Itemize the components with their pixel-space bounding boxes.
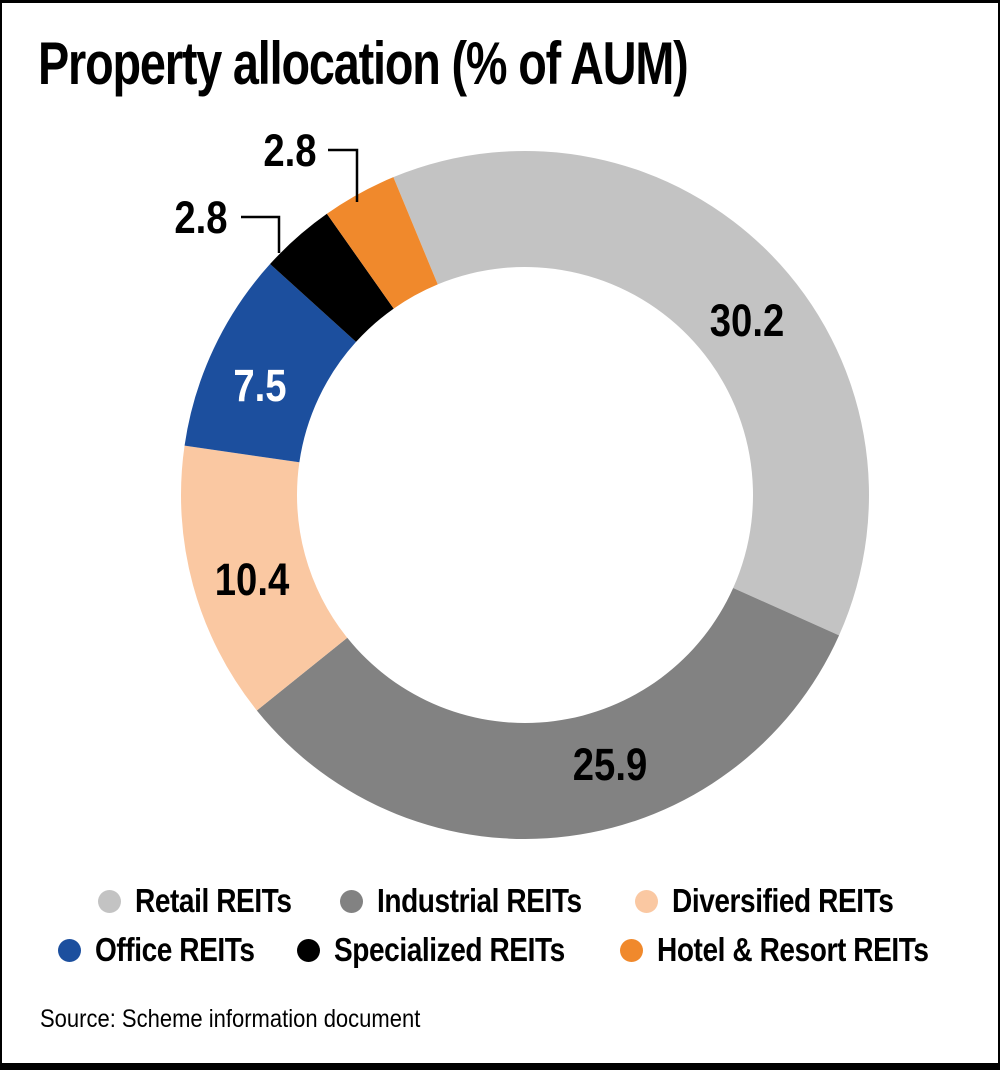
leader-line-hotel-resort-reits xyxy=(328,148,359,202)
legend-dot-industrial-reits xyxy=(340,889,363,913)
donut-chart xyxy=(180,148,870,839)
legend-label-industrial-reits: Industrial REITs xyxy=(377,882,582,919)
legend-dot-hotel-resort-reits xyxy=(620,938,643,962)
value-label-hotel-resort-reits: 2.8 xyxy=(263,125,317,176)
value-label-retail-reits: 30.2 xyxy=(709,295,785,346)
leader-line-specialized-reits xyxy=(241,215,281,253)
legend-label-diversified-reits: Diversified REITs xyxy=(672,882,894,919)
legend-item-office-reits: Office REITs xyxy=(58,931,283,968)
legend-label-hotel-resort-reits: Hotel & Resort REITs xyxy=(657,931,929,968)
donut-segment-hotel-resort-reits xyxy=(326,177,438,309)
source-note: Source: Scheme information document xyxy=(40,1005,421,1033)
legend-item-diversified-reits: Diversified REITs xyxy=(635,882,932,919)
legend-label-office-reits: Office REITs xyxy=(95,931,255,968)
donut-segment-industrial-reits xyxy=(256,588,840,839)
legend-label-specialized-reits: Specialized REITs xyxy=(334,931,565,968)
legend-dot-retail-reits xyxy=(98,889,121,913)
value-label-office-reits: 7.5 xyxy=(233,360,287,411)
chart-title: Property allocation (% of AUM) xyxy=(38,30,689,97)
value-label-specialized-reits: 2.8 xyxy=(174,192,228,243)
legend-item-hotel-resort-reits: Hotel & Resort REITs xyxy=(620,931,976,968)
legend-item-specialized-reits: Specialized REITs xyxy=(297,931,605,968)
legend-item-industrial-reits: Industrial REITs xyxy=(340,882,618,919)
legend-dot-diversified-reits xyxy=(635,889,658,913)
legend-dot-office-reits xyxy=(58,938,81,962)
legend-label-retail-reits: Retail REITs xyxy=(135,882,292,919)
value-label-diversified-reits: 10.4 xyxy=(214,554,290,605)
donut-segment-specialized-reits xyxy=(270,213,394,342)
value-label-industrial-reits: 25.9 xyxy=(572,739,648,790)
legend-item-retail-reits: Retail REITs xyxy=(98,882,319,919)
donut-segment-retail-reits xyxy=(393,151,870,636)
donut-segment-diversified-reits xyxy=(180,445,348,711)
legend-dot-specialized-reits xyxy=(297,938,320,962)
donut-segment-office-reits xyxy=(184,264,357,463)
